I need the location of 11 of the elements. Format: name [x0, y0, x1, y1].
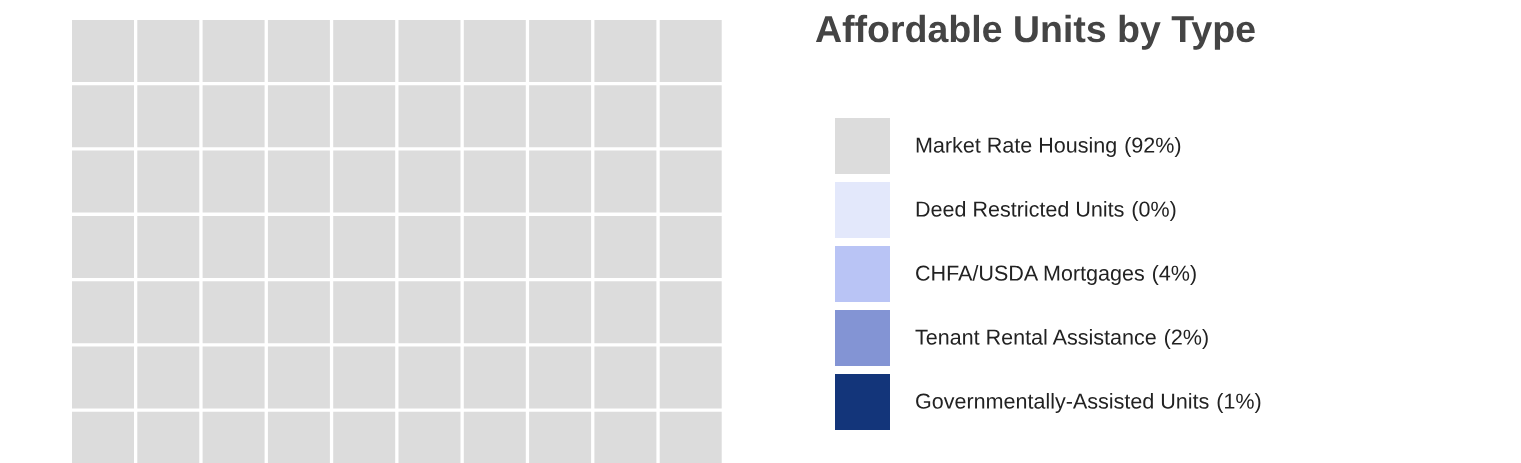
data-label: (1%)	[1217, 392, 1261, 414]
category-label: CHFA/USDA Mortgages	[916, 264, 1144, 286]
category-label: Market Rate Housing	[916, 136, 1116, 158]
text: Affordable Units by Type	[815, 14, 1255, 50]
data-label: (0%)	[1132, 200, 1176, 222]
category-label: Governmentally-Assisted Units	[916, 392, 1209, 414]
category-label: Tenant Rental Assistance	[915, 328, 1156, 345]
data-label: (2%)	[1165, 328, 1208, 350]
category-label: Deed Restricted Units	[916, 200, 1124, 217]
data-label: (92%)	[1125, 136, 1181, 158]
data-label: (4%)	[1152, 264, 1196, 286]
